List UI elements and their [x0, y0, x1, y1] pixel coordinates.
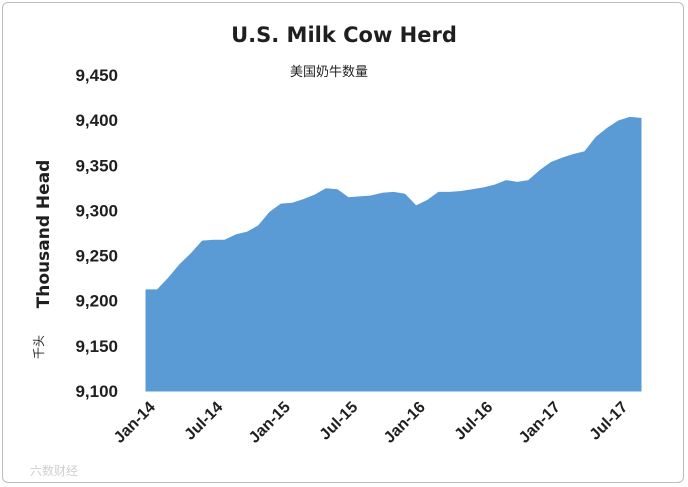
y-axis-ticks: 9,100 9,150 9,200 9,250 9,300 9,350 9,400 9,450 — [75, 66, 118, 401]
x-tick-label: Jul-14 — [182, 399, 227, 444]
y-tick-label: 9,200 — [75, 292, 118, 311]
plot-area — [145, 116, 642, 392]
x-axis-ticks: Jan-14 Jul-14 Jan-15 Jul-15 Jan-16 Jul-16 Jan-… — [111, 399, 631, 447]
watermark-text: 六数财经 — [30, 463, 78, 478]
y-tick-label: 9,400 — [75, 111, 118, 130]
x-tick-label: Jul-15 — [317, 399, 362, 444]
y-tick-label: 9,350 — [75, 156, 118, 175]
y-axis-label: Thousand Head — [34, 160, 54, 309]
x-tick-label: Jan-16 — [381, 399, 429, 447]
x-tick-label: Jan-17 — [516, 399, 564, 447]
y-axis-label-cn: 千头 — [32, 335, 46, 359]
x-tick-label: Jan-15 — [246, 399, 294, 447]
y-tick-label: 9,100 — [75, 382, 118, 401]
y-tick-label: 9,250 — [75, 247, 118, 266]
x-tick-label: Jul-17 — [587, 399, 632, 444]
chart-title: U.S. Milk Cow Herd — [231, 23, 457, 47]
herd-area-series — [145, 116, 642, 392]
y-tick-label: 9,300 — [75, 201, 118, 220]
x-tick-label: Jan-14 — [111, 399, 159, 447]
x-tick-label: Jul-16 — [452, 399, 497, 444]
y-tick-label: 9,450 — [75, 66, 118, 85]
y-tick-label: 9,150 — [75, 337, 118, 356]
chart-subtitle: 美国奶牛数量 — [290, 65, 368, 80]
